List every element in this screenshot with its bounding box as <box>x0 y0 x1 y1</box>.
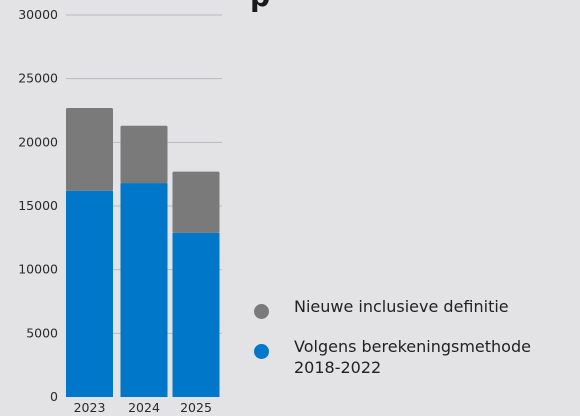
y-tick-label: 30000 <box>18 7 58 22</box>
chart-title-fragment: p <box>250 0 310 12</box>
bar-segment <box>172 171 220 233</box>
bar-segment <box>172 232 220 397</box>
x-tick-label: 2023 <box>74 400 106 415</box>
legend-item-volgens: Volgens berekeningsmethode 2018-2022 <box>254 336 580 378</box>
legend-item-nieuwe: Nieuwe inclusieve definitie <box>254 296 580 319</box>
legend-marker-gray <box>254 304 269 319</box>
chart-title-text: p <box>250 0 310 12</box>
y-tick-label: 15000 <box>18 198 58 213</box>
x-tick-label: 2024 <box>128 400 160 415</box>
x-axis: 2023 2024 2025 <box>74 400 212 415</box>
y-tick-label: 5000 <box>26 325 58 340</box>
legend-label: Volgens berekeningsmethode 2018-2022 <box>294 337 531 377</box>
y-tick-label: 20000 <box>18 134 58 149</box>
y-tick-label: 10000 <box>18 262 58 277</box>
legend-label: Nieuwe inclusieve definitie <box>294 297 509 316</box>
y-tick-label: 0 <box>50 389 58 404</box>
bar-segment <box>66 107 113 191</box>
bar-segment <box>120 125 168 184</box>
x-tick-label: 2025 <box>180 400 212 415</box>
legend: Nieuwe inclusieve definitie Volgens bere… <box>254 296 580 395</box>
y-axis: 0 5000 10000 15000 20000 25000 30000 <box>18 7 58 404</box>
bar-segment <box>66 190 113 397</box>
bars <box>66 107 220 397</box>
y-tick-label: 25000 <box>18 71 58 86</box>
bar-segment <box>120 183 168 397</box>
legend-marker-blue <box>254 344 269 359</box>
